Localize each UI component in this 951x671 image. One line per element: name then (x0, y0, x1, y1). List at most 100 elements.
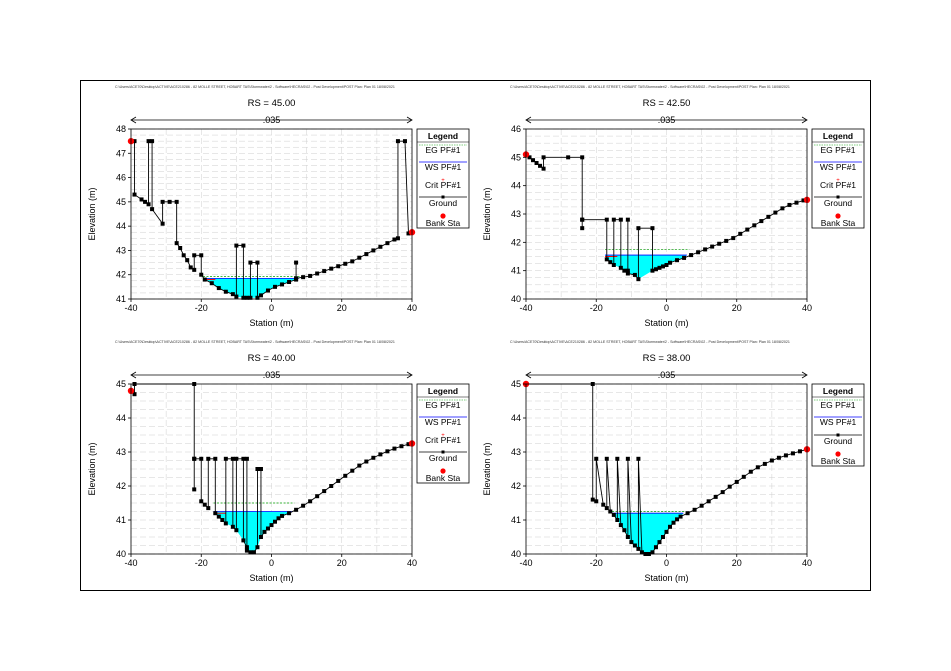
x-tick-label: 40 (802, 558, 812, 568)
ground-point (622, 268, 627, 273)
ground-point (357, 463, 362, 468)
legend-ground-marker (441, 195, 445, 199)
ground-point (653, 545, 658, 550)
water-fill (605, 255, 687, 280)
ground-point (287, 280, 292, 284)
ground-point (343, 261, 348, 266)
legend-eg-label: EG PF#1 (426, 400, 461, 410)
ground-point (541, 166, 546, 171)
legend: Legend EG PF#1 WS PF#1 Ground Bank Sta (811, 383, 865, 467)
y-tick-label: 42 (511, 481, 521, 491)
ground-point (713, 494, 718, 499)
ground-point (202, 277, 207, 282)
legend-eg-label: EG PF#1 (426, 145, 461, 155)
ground-point (615, 456, 620, 461)
ground-point (315, 494, 320, 499)
ground-point (206, 456, 211, 461)
ground-point (766, 214, 771, 219)
ground-point (301, 275, 306, 280)
legend-title: Legend (428, 131, 458, 141)
ground-point (378, 244, 383, 249)
ground-point (762, 461, 767, 466)
ground-point (192, 253, 197, 258)
ground-point (668, 524, 673, 529)
ground-point (395, 236, 400, 241)
ground-point (139, 197, 144, 202)
ground-point (625, 217, 630, 222)
ground-point (755, 465, 760, 470)
ground-point (255, 260, 260, 265)
ground-point (241, 538, 246, 543)
ground-point (294, 260, 299, 265)
x-tick-label: 20 (337, 303, 347, 313)
n-arrow-right (801, 371, 808, 379)
ground-point (402, 139, 407, 144)
ground-point (783, 453, 788, 458)
y-tick-label: 47 (116, 148, 126, 158)
ground-point (622, 528, 627, 533)
ground-point (675, 517, 680, 522)
ground-point (608, 260, 613, 265)
ground-point (699, 503, 704, 508)
ground-point (132, 192, 137, 197)
x-tick-label: 40 (802, 303, 812, 313)
y-tick-label: 44 (511, 413, 521, 423)
legend-bank-swatch (440, 213, 446, 219)
legend-bank-label: Bank Sta (821, 218, 856, 228)
x-tick-label: -40 (124, 303, 137, 313)
ground-point (752, 223, 757, 228)
y-tick-label: 40 (511, 549, 521, 559)
ground-point (392, 237, 397, 242)
ground-point (160, 221, 165, 226)
ground-point (378, 452, 383, 457)
ground-point (604, 506, 609, 511)
ground-point (255, 467, 260, 471)
ground-point (199, 272, 204, 277)
ground-point (611, 512, 616, 517)
ground-point (146, 202, 151, 207)
ground-point (220, 518, 225, 522)
y-tick-label: 41 (511, 515, 521, 525)
ground-point (216, 514, 221, 519)
ground-point (167, 199, 172, 204)
ground-point (653, 267, 658, 272)
y-tick-label: 48 (116, 124, 126, 134)
ground-point (199, 456, 204, 461)
y-tick-label: 45 (511, 379, 521, 389)
ground-point (269, 523, 274, 528)
ground-point (276, 516, 281, 521)
ground-point (265, 288, 270, 293)
legend-crit-label: Crit PF#1 (425, 435, 461, 445)
ground-point (150, 207, 155, 212)
x-tick-label: 40 (407, 558, 417, 568)
ground-point (682, 255, 687, 260)
x-tick-label: -40 (519, 303, 532, 313)
ground-point (244, 548, 249, 553)
ground-point (636, 277, 641, 282)
ground-point (258, 467, 263, 471)
ground-point (399, 444, 404, 449)
legend-crit-swatch: + (441, 178, 445, 184)
y-tick-label: 44 (116, 221, 126, 231)
ground-point (392, 446, 397, 451)
ground-point (371, 455, 376, 460)
ground-point (615, 518, 620, 522)
ground-point (625, 535, 630, 539)
ground-point (223, 456, 228, 461)
ground-point (315, 271, 320, 276)
ground-point (692, 507, 697, 512)
ground-point (273, 519, 278, 524)
ground-point (244, 456, 249, 461)
x-tick-label: -20 (590, 558, 603, 568)
water-fill (612, 513, 684, 554)
ground-point (629, 540, 634, 545)
ground-point (650, 226, 655, 231)
ground-point (294, 507, 299, 512)
ground-point (604, 456, 609, 461)
y-axis-label: Elevation (m) (482, 187, 492, 240)
x-tick-label: -40 (124, 558, 137, 568)
y-tick-label: 43 (116, 447, 126, 457)
ground-point (178, 246, 183, 250)
legend-ground-marker (836, 195, 840, 199)
legend-ws-label: WS PF#1 (820, 162, 857, 172)
